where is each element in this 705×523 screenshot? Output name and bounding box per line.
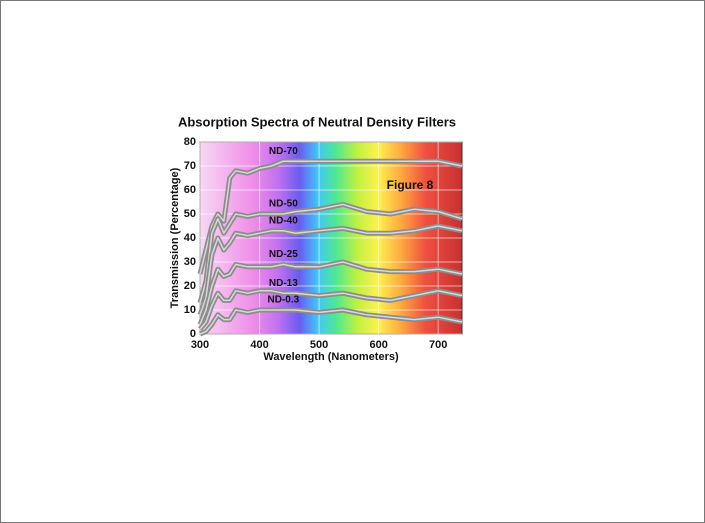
- series-highlight: [199, 309, 463, 335]
- series-label: ND-40: [269, 215, 298, 226]
- series-highlight: [199, 225, 463, 316]
- series-highlight: [199, 203, 463, 303]
- series-label: ND-25: [269, 249, 298, 260]
- y-tick-label: 30: [184, 256, 196, 268]
- y-axis-label: Transmission (Percentage): [169, 167, 181, 308]
- y-tick-label: 10: [184, 304, 196, 316]
- x-tick-label: 400: [250, 339, 268, 351]
- y-tick-label: 40: [184, 232, 196, 244]
- series-highlight: [199, 261, 463, 325]
- y-tick-label: 0: [190, 328, 196, 340]
- x-tick-label: 500: [310, 339, 328, 351]
- series-label: ND-50: [269, 199, 298, 210]
- y-tick-label: 80: [184, 136, 196, 148]
- series-label: ND-70: [269, 146, 298, 157]
- series-highlight: [199, 290, 463, 330]
- series-label: ND-13: [269, 278, 298, 289]
- annotation: Figure 8: [387, 178, 434, 192]
- x-tick-label: 300: [191, 339, 209, 351]
- y-tick-label: 50: [184, 208, 196, 220]
- series-highlight: [199, 160, 463, 275]
- y-tick-label: 60: [184, 184, 196, 196]
- series-label: ND-0.3: [268, 295, 300, 306]
- y-tick-label: 70: [184, 160, 196, 172]
- x-tick-label: 700: [429, 339, 447, 351]
- chart-title: Absorption Spectra of Neutral Density Fi…: [178, 114, 456, 129]
- x-tick-label: 600: [369, 339, 387, 351]
- x-axis-label: Wavelength (Nanometers): [263, 351, 399, 363]
- y-tick-label: 20: [184, 280, 196, 292]
